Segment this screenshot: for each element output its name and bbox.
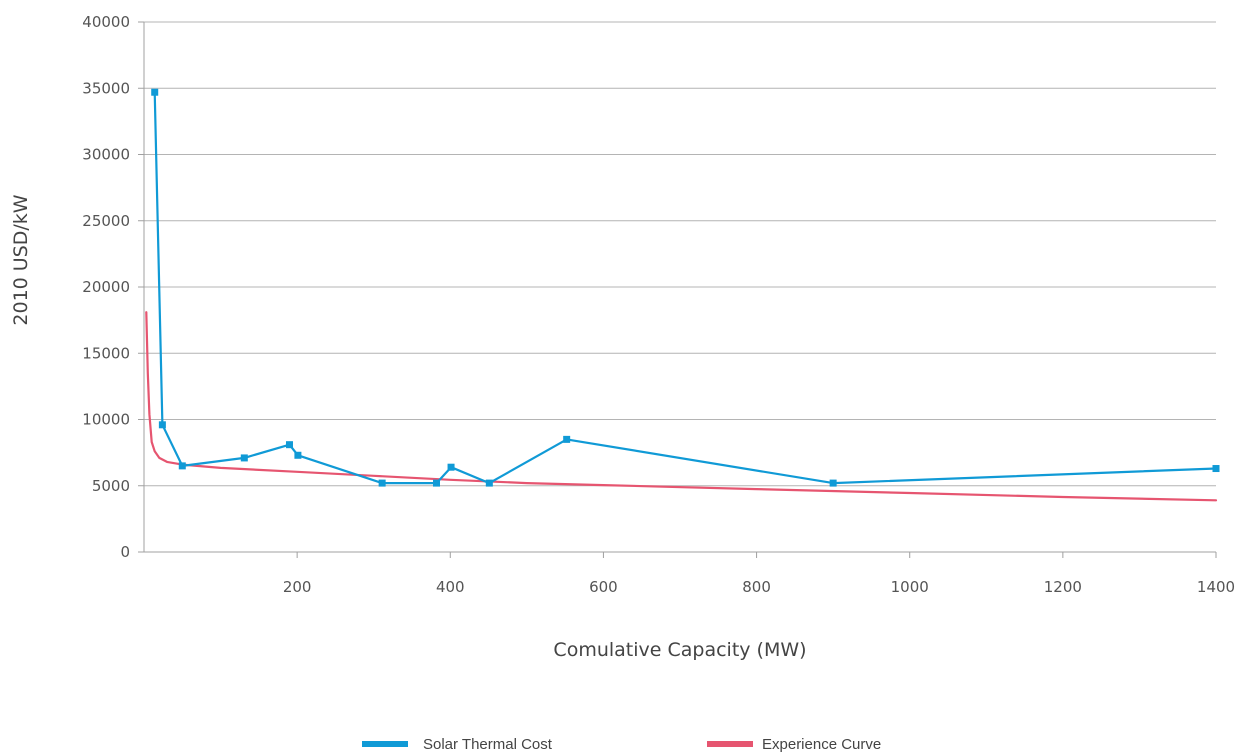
data-point-solar-thermal-cost-5[interactable] [294,451,302,459]
y-tick-label-5000: 5000 [92,477,130,495]
data-point-solar-thermal-cost-2[interactable] [178,462,186,470]
x-tick-label-1000: 1000 [891,578,929,596]
data-point-solar-thermal-cost-4[interactable] [285,441,293,449]
y-tick-label-30000: 30000 [82,146,130,164]
series-line-experience-curve [145,311,1218,502]
legend-swatch-experience-curve [707,741,753,747]
axes [143,22,1216,553]
legend-label-experience-curve: Experience Curve [762,736,881,753]
data-point-solar-thermal-cost-3[interactable] [240,454,248,462]
data-point-solar-thermal-cost-7[interactable] [433,479,441,487]
y-tick-label-0: 0 [120,543,130,561]
x-tick-label-400: 400 [436,578,465,596]
series-layer [145,88,1220,502]
x-tick-label-1400: 1400 [1197,578,1235,596]
x-axis-title: Comulative Capacity (MW) [553,639,806,661]
data-point-solar-thermal-cost-1[interactable] [158,421,166,429]
legend-item-solar-thermal-cost[interactable]: Solar Thermal Cost [362,736,553,753]
series-experience-curve [145,311,1218,502]
data-point-solar-thermal-cost-10[interactable] [563,435,571,443]
series-solar-thermal-cost [151,88,1220,487]
data-point-solar-thermal-cost-12[interactable] [1212,465,1220,473]
data-point-solar-thermal-cost-6[interactable] [378,479,386,487]
data-point-solar-thermal-cost-8[interactable] [447,463,455,471]
y-tick-label-20000: 20000 [82,278,130,296]
legend: Solar Thermal Cost Experience Curve [362,736,881,753]
legend-label-solar-thermal-cost: Solar Thermal Cost [423,736,553,753]
y-axis-title: 2010 USD/kW [10,194,32,325]
y-tick-label-25000: 25000 [82,212,130,230]
y-tick-labels: 0 5000 10000 15000 20000 25000 30000 35000 40000 [82,13,130,561]
y-tick-label-40000: 40000 [82,13,130,31]
legend-swatch-solar-thermal-cost [362,741,408,747]
series-line-solar-thermal-cost [153,91,1218,485]
data-point-solar-thermal-cost-11[interactable] [829,479,837,487]
legend-item-experience-curve[interactable]: Experience Curve [707,736,881,753]
data-point-solar-thermal-cost-0[interactable] [151,88,159,96]
x-tick-labels: 200 400 600 800 1000 1200 1400 [283,552,1235,596]
x-tick-label-600: 600 [589,578,618,596]
x-tick-label-1200: 1200 [1044,578,1082,596]
x-tick-label-200: 200 [283,578,312,596]
y-tick-label-35000: 35000 [82,79,130,97]
grid-lines [138,21,1216,553]
y-tick-label-15000: 15000 [82,344,130,362]
y-tick-label-10000: 10000 [82,411,130,429]
data-point-solar-thermal-cost-9[interactable] [485,479,493,487]
x-tick-label-800: 800 [742,578,771,596]
